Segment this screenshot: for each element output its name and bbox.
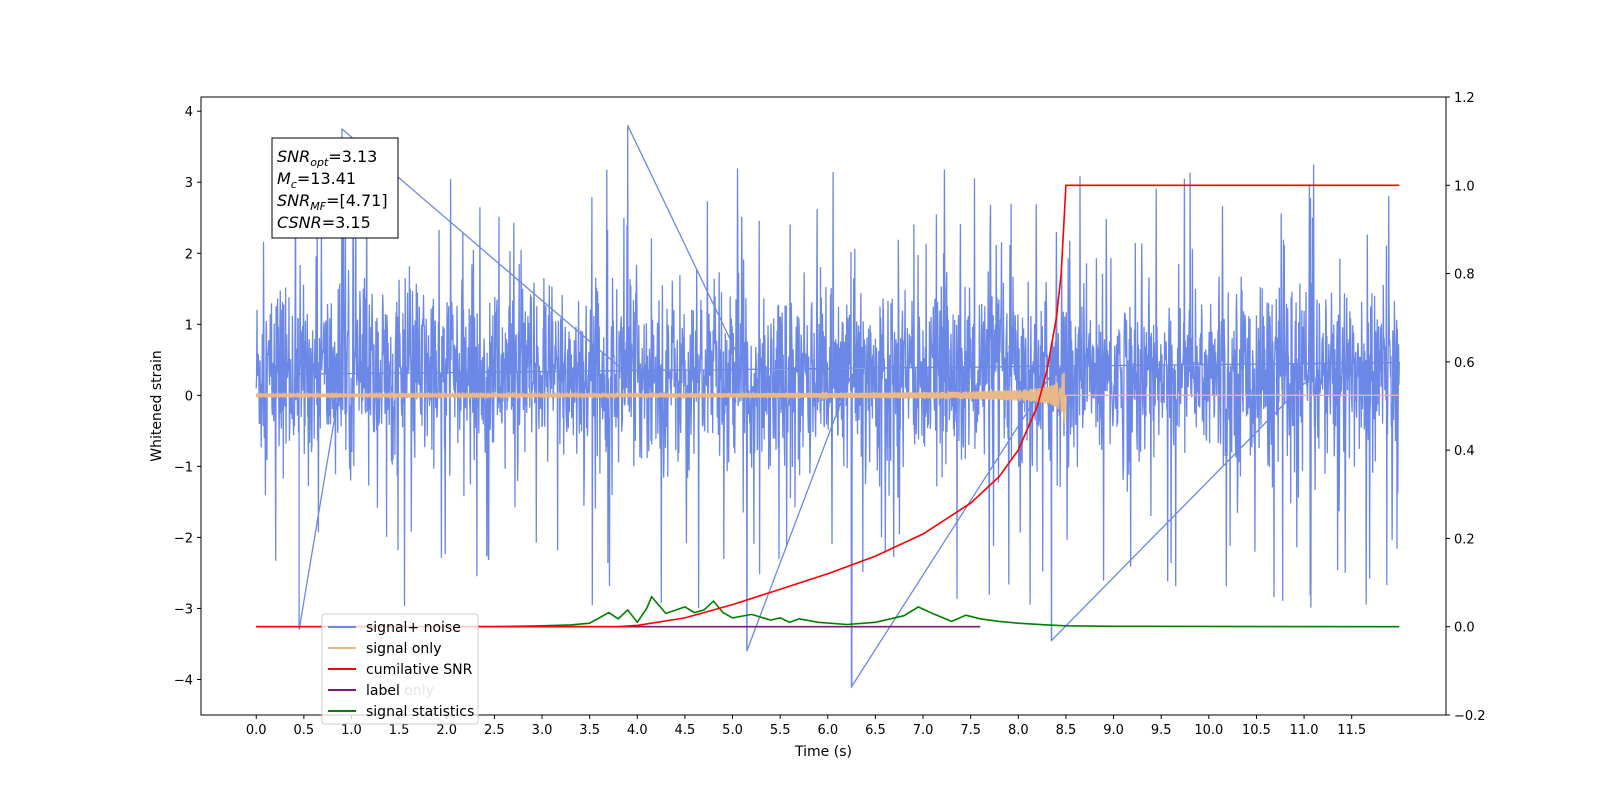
x-tick-label: 0.5 bbox=[294, 723, 315, 738]
y-tick-label: −4 bbox=[174, 673, 193, 688]
y2-tick-label: 1.2 bbox=[1454, 91, 1475, 106]
annotation-line: CSNR=3.15 bbox=[277, 213, 371, 232]
y-tick-label: 4 bbox=[185, 105, 193, 120]
x-tick-label: 7.0 bbox=[913, 723, 934, 738]
legend-entry-label: signal+ noise bbox=[366, 620, 461, 636]
x-tick-label: 0.0 bbox=[246, 723, 267, 738]
y2-tick-label: −0.2 bbox=[1454, 709, 1486, 724]
legend-entry-label: label bbox=[366, 683, 400, 699]
x-tick-label: 6.0 bbox=[817, 723, 838, 738]
series-signal-only bbox=[255, 372, 1400, 424]
y2-tick-label: 0.4 bbox=[1454, 444, 1475, 459]
y2-tick-label: 1.0 bbox=[1454, 179, 1475, 194]
x-tick-label: 3.0 bbox=[532, 723, 553, 738]
x-tick-label: 4.0 bbox=[627, 723, 648, 738]
plot-area bbox=[255, 125, 1400, 689]
y2-tick-label: 0.0 bbox=[1454, 621, 1475, 636]
x-tick-label: 10.0 bbox=[1194, 723, 1223, 738]
x-tick-label: 6.5 bbox=[865, 723, 886, 738]
y-tick-label: 1 bbox=[185, 318, 193, 333]
y-tick-label: −1 bbox=[174, 460, 193, 475]
annotation-box bbox=[271, 137, 399, 239]
x-tick-label: 1.0 bbox=[341, 723, 362, 738]
series-signal-statistics bbox=[256, 595, 1400, 628]
x-tick-label: 3.5 bbox=[579, 723, 600, 738]
x-tick-label: 7.5 bbox=[960, 723, 981, 738]
y-tick-label: 3 bbox=[185, 176, 193, 191]
plot-frame bbox=[200, 96, 1447, 716]
x-tick-label: 10.5 bbox=[1242, 723, 1271, 738]
x-tick-label: 5.5 bbox=[770, 723, 791, 738]
legend-entry-label: cumilative SNR bbox=[366, 662, 473, 678]
x-tick-label: 9.5 bbox=[1151, 723, 1172, 738]
series-cumilative-snr bbox=[256, 184, 1400, 628]
x-tick-label: 4.5 bbox=[675, 723, 696, 738]
x-tick-label: 11.5 bbox=[1337, 723, 1366, 738]
annotation-line: SNRopt=3.13 bbox=[277, 147, 377, 169]
y2-tick-label: 0.2 bbox=[1454, 532, 1475, 547]
legend: signal onlylabel onlysignal+ noisesignal… bbox=[321, 613, 479, 725]
annotation-line: SNRMF=[4.71] bbox=[277, 191, 388, 213]
x-axis-label: Time (s) bbox=[794, 744, 852, 760]
y2-tick-label: 0.6 bbox=[1454, 356, 1475, 371]
y-tick-label: 2 bbox=[185, 247, 193, 262]
y-tick-label: 0 bbox=[185, 389, 193, 404]
legend-entry-label: signal only bbox=[366, 641, 441, 657]
x-axis: 0.0 0.5 1.0 1.5 2.0 2.5 3.0 3.5 4.0 4.5 5.0 5.5 6.0 6… bbox=[246, 715, 1366, 738]
x-tick-label: 2.0 bbox=[436, 723, 457, 738]
x-tick-label: 2.5 bbox=[484, 723, 505, 738]
y2-tick-label: 0.8 bbox=[1454, 268, 1475, 283]
x-tick-label: 9.0 bbox=[1103, 723, 1124, 738]
x-tick-label: 8.0 bbox=[1008, 723, 1029, 738]
annotation-line: Mc=13.41 bbox=[277, 169, 356, 191]
x-tick-label: 11.0 bbox=[1290, 723, 1319, 738]
y-axis-right: −0.2 0.0 0.2 0.4 0.6 0.8 1.0 1.2 bbox=[1446, 91, 1486, 724]
y-axis-left: −4 −3 −2 −1 0 1 2 3 4 bbox=[174, 105, 201, 688]
series-signal-noise bbox=[255, 125, 1400, 689]
x-tick-label: 1.5 bbox=[389, 723, 410, 738]
x-tick-label: 8.5 bbox=[1056, 723, 1077, 738]
legend-box bbox=[321, 613, 479, 725]
x-tick-label: 5.0 bbox=[722, 723, 743, 738]
legend-entry-label: signal statistics bbox=[366, 704, 474, 720]
y-tick-label: −2 bbox=[174, 531, 193, 546]
y-tick-label: −3 bbox=[174, 602, 193, 617]
y-axis-label: Whitened strain bbox=[149, 350, 165, 461]
